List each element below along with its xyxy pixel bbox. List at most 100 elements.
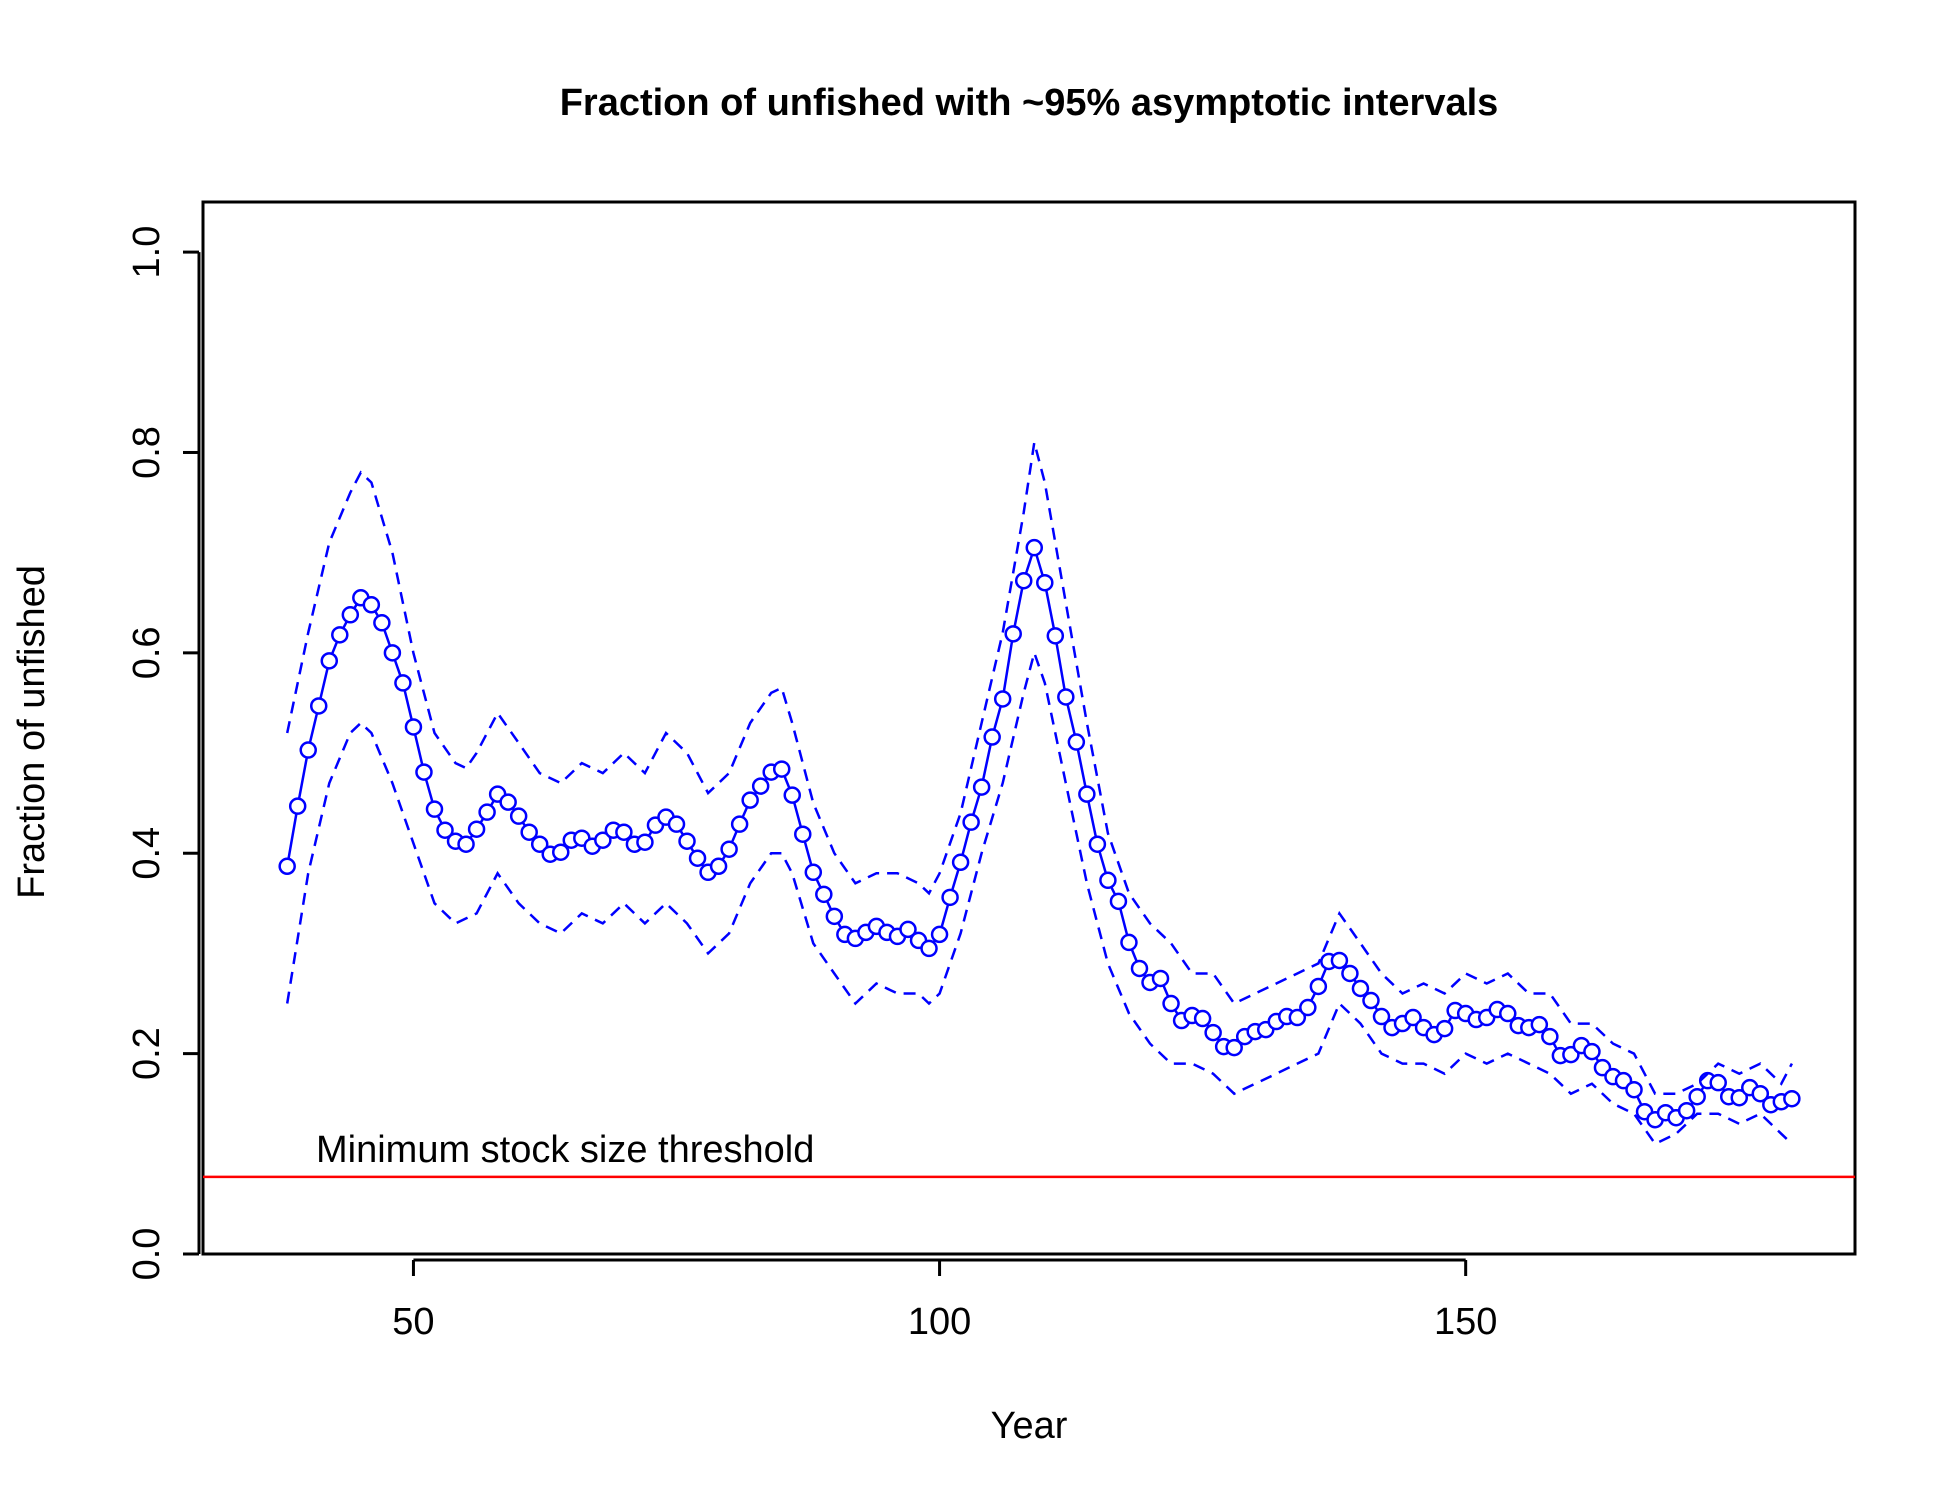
estimate-point xyxy=(1225,1038,1243,1057)
estimate-point xyxy=(1309,977,1328,996)
estimate-point xyxy=(1677,1101,1696,1120)
estimate-point xyxy=(667,815,686,833)
estimate-point xyxy=(930,925,949,944)
estimate-point xyxy=(362,596,381,614)
y-tick-label: 0.2 xyxy=(126,1027,168,1080)
estimate-point xyxy=(1025,538,1044,557)
estimate-point xyxy=(1341,964,1359,983)
estimate-point xyxy=(1530,1015,1549,1034)
estimate-point xyxy=(278,857,296,876)
estimate-point xyxy=(331,626,349,644)
y-tick-label: 0.8 xyxy=(126,426,168,479)
estimate-point xyxy=(1014,571,1033,590)
estimate-point xyxy=(1625,1080,1643,1099)
lower-interval-line xyxy=(285,648,1793,1146)
y-tick-label: 0.0 xyxy=(126,1228,168,1281)
estimate-point xyxy=(1046,627,1065,645)
estimate-point xyxy=(1151,969,1170,988)
estimate-point xyxy=(499,793,517,811)
estimate-point xyxy=(899,920,917,939)
estimate-point xyxy=(1299,998,1317,1017)
estimate-point xyxy=(552,843,570,861)
estimate-point xyxy=(1004,625,1022,643)
x-tick-label: 100 xyxy=(908,1301,971,1343)
estimate-point xyxy=(730,815,749,833)
chart-title: Fraction of unfished with ~95% asymptoti… xyxy=(560,82,1499,124)
estimate-point xyxy=(1583,1042,1601,1061)
estimate-point xyxy=(1751,1084,1770,1103)
estimate-point xyxy=(530,835,549,853)
estimate-point xyxy=(1330,951,1349,970)
estimate-point xyxy=(1709,1073,1727,1092)
estimate-point xyxy=(1351,979,1370,998)
estimate-point xyxy=(688,849,707,867)
estimate-point xyxy=(941,888,959,907)
estimate-point xyxy=(1499,1004,1517,1023)
estimate-point xyxy=(373,614,391,632)
estimate-point xyxy=(1288,1008,1307,1027)
y-tick-label: 1.0 xyxy=(126,226,168,279)
y-axis-label: Fraction of unfished xyxy=(11,565,53,899)
estimate-point xyxy=(615,823,633,841)
estimate-point xyxy=(678,832,696,850)
series-layer xyxy=(278,442,1801,1146)
y-axis: 0.0 0.2 0.4 0.6 0.8 1.0 xyxy=(126,226,201,1281)
estimate-point xyxy=(1120,933,1138,952)
y-tick-label: 0.6 xyxy=(126,626,168,679)
upper-interval-line xyxy=(285,442,1794,1095)
estimate-point xyxy=(794,825,812,843)
estimate-point xyxy=(1193,1009,1212,1028)
estimate-point xyxy=(1204,1023,1222,1042)
estimate-point xyxy=(1067,733,1086,751)
threshold-label: Minimum stock size threshold xyxy=(316,1129,814,1171)
estimate-point xyxy=(972,778,991,796)
estimate-point xyxy=(1541,1027,1559,1046)
estimate-point xyxy=(783,786,801,804)
estimate-point xyxy=(1362,991,1380,1010)
estimate-point xyxy=(815,885,833,904)
estimate-point xyxy=(1730,1088,1749,1107)
estimate-point xyxy=(741,791,759,809)
estimate-point xyxy=(1036,573,1054,592)
estimate-point xyxy=(1078,785,1096,803)
estimate-point xyxy=(1783,1089,1801,1108)
estimate-point xyxy=(751,777,770,795)
x-tick-label: 150 xyxy=(1434,1301,1497,1343)
estimate-point xyxy=(772,760,791,778)
estimate-point xyxy=(509,807,528,825)
estimate-point xyxy=(951,853,970,872)
estimate-point xyxy=(299,741,317,759)
estimate-point xyxy=(983,728,1001,746)
estimate-point xyxy=(594,831,612,849)
estimate-point xyxy=(320,652,339,670)
estimate-point xyxy=(636,833,654,851)
estimate-point xyxy=(436,821,454,839)
estimate-point xyxy=(804,863,823,882)
estimate-point xyxy=(1404,1008,1422,1027)
estimate-point xyxy=(415,763,433,781)
estimate-point xyxy=(920,939,938,958)
estimate-point xyxy=(383,644,402,662)
estimate-point xyxy=(1057,688,1075,706)
estimate-point xyxy=(1162,994,1180,1013)
x-axis-label: Year xyxy=(991,1405,1068,1447)
y-tick-label: 0.4 xyxy=(126,827,168,880)
estimate-point xyxy=(1109,892,1128,911)
estimate-point xyxy=(825,907,844,926)
x-axis: 50 100 150 xyxy=(392,1258,1497,1343)
estimate-point xyxy=(1099,871,1117,890)
estimate-point xyxy=(467,820,486,838)
estimate-point xyxy=(709,857,728,876)
estimate-point xyxy=(394,674,412,692)
estimate-point xyxy=(1372,1007,1391,1026)
estimate-point xyxy=(993,690,1012,708)
estimate-point xyxy=(404,718,423,736)
estimate-point xyxy=(1130,959,1149,978)
estimate-point xyxy=(478,803,496,821)
plot-frame xyxy=(201,200,1857,1256)
estimate-point xyxy=(1088,835,1107,853)
estimate-point xyxy=(425,800,444,818)
estimate-point xyxy=(1688,1087,1706,1106)
estimate-point xyxy=(520,823,538,841)
